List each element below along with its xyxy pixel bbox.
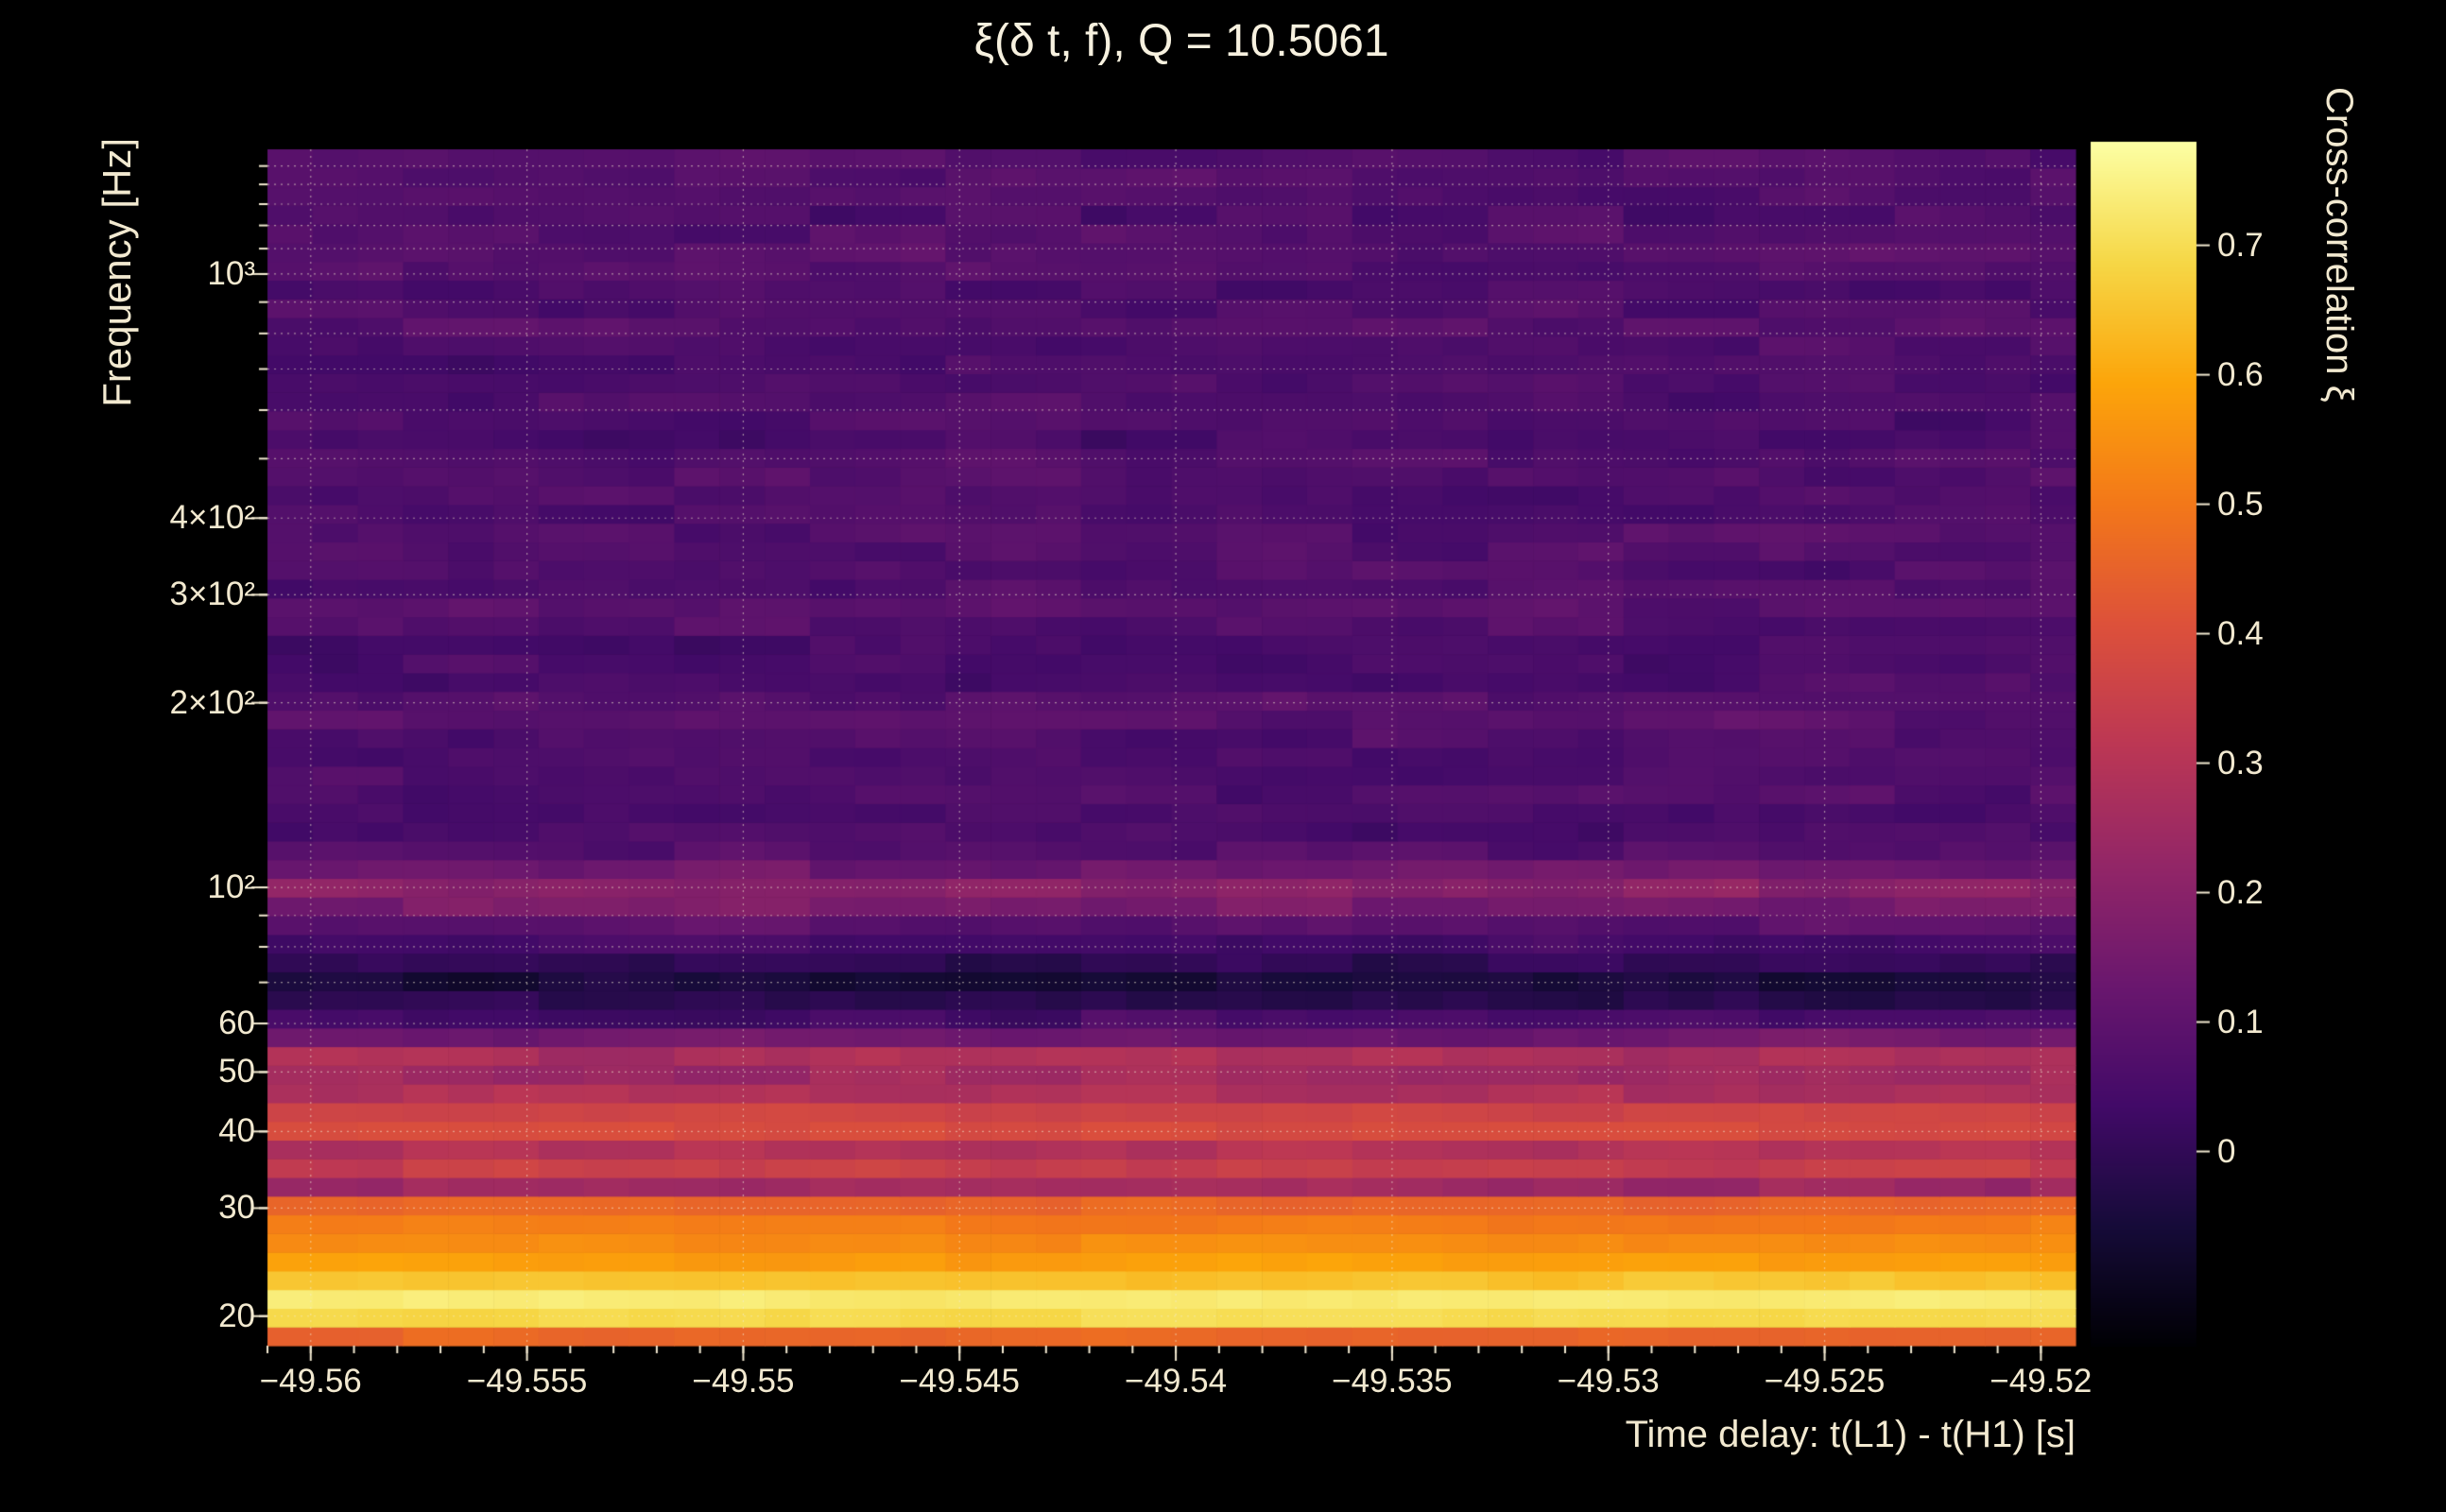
x-tick-label: −49.535 — [1332, 1363, 1453, 1400]
colorbar-tick-label: 0.5 — [2217, 485, 2264, 523]
x-tick-label: −49.55 — [692, 1363, 795, 1400]
colorbar-tick-label: 0.4 — [2217, 614, 2264, 652]
colorbar-tick-label: 0.1 — [2217, 1003, 2264, 1040]
y-tick-label: 4×10² — [169, 499, 256, 537]
y-axis-label: Frequency [Hz] — [95, 138, 139, 407]
x-tick-label: −49.525 — [1764, 1363, 1886, 1400]
colorbar-tick-label: 0.6 — [2217, 355, 2264, 393]
x-axis-label: Time delay: t(L1) - t(H1) [s] — [1625, 1414, 2076, 1455]
chart-title: ξ(δ t, f), Q = 10.5061 — [973, 16, 1389, 66]
x-tick-label: −49.54 — [1125, 1363, 1228, 1400]
y-tick-label: 30 — [218, 1189, 255, 1227]
colorbar-tick-label: 0.7 — [2217, 226, 2264, 264]
y-tick-label: 2×10² — [169, 683, 256, 721]
y-tick-label: 40 — [218, 1112, 255, 1150]
y-tick-label: 10³ — [207, 254, 255, 292]
colorbar-tick-label: 0.3 — [2217, 744, 2264, 782]
y-tick-label: 20 — [218, 1297, 255, 1334]
colorbar-label: Cross-correlation ξ — [2318, 87, 2360, 403]
x-tick-label: −49.555 — [466, 1363, 588, 1400]
colorbar-tick-label: 0 — [2217, 1132, 2236, 1170]
x-tick-label: −49.545 — [899, 1363, 1020, 1400]
y-tick-label: 50 — [218, 1053, 255, 1091]
y-tick-label: 10² — [207, 868, 255, 906]
x-tick-label: −49.52 — [1990, 1363, 2093, 1400]
colorbar-tick-label: 0.2 — [2217, 873, 2264, 911]
y-tick-label: 60 — [218, 1005, 255, 1042]
y-tick-label: 3×10² — [169, 576, 256, 613]
x-tick-label: −49.53 — [1557, 1363, 1660, 1400]
x-tick-label: −49.56 — [259, 1363, 362, 1400]
